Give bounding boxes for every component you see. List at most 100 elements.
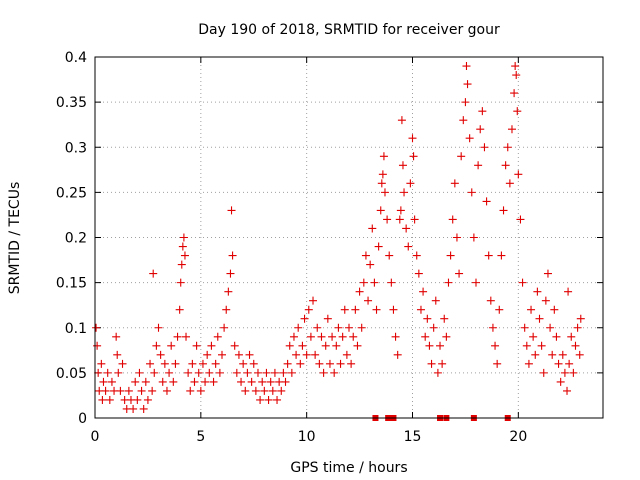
data-point (482, 197, 491, 206)
data-point (376, 206, 385, 215)
data-point (409, 152, 418, 161)
data-point (143, 395, 152, 404)
y-tick-label: 0.3 (65, 140, 87, 156)
plot-frame (94, 56, 604, 419)
data-point (448, 215, 457, 224)
data-point (139, 404, 148, 413)
data-point (287, 368, 296, 377)
data-point (247, 377, 256, 386)
data-point (546, 323, 555, 332)
data-point (533, 287, 542, 296)
data-point (311, 350, 320, 359)
data-point (294, 323, 303, 332)
data-point (347, 359, 356, 368)
data-point (429, 323, 438, 332)
data-point (313, 323, 322, 332)
data-point (325, 359, 334, 368)
data-point (433, 368, 442, 377)
data-point (556, 377, 565, 386)
data-point (486, 296, 495, 305)
data-point (198, 359, 207, 368)
data-point (520, 323, 529, 332)
data-point (205, 368, 214, 377)
data-point (201, 377, 210, 386)
data-point (511, 62, 520, 71)
data-point (459, 116, 468, 125)
data-point (478, 107, 487, 116)
data-point (220, 323, 229, 332)
data-point (129, 404, 138, 413)
data-point (491, 341, 500, 350)
data-point (224, 287, 233, 296)
data-point (279, 368, 288, 377)
data-point (262, 368, 271, 377)
data-point (253, 368, 262, 377)
data-point (368, 224, 377, 233)
data-point (342, 350, 351, 359)
data-point (93, 341, 102, 350)
data-point (576, 314, 585, 323)
data-point (396, 206, 405, 215)
data-point (385, 251, 394, 260)
data-point (400, 188, 409, 197)
data-point (531, 350, 540, 359)
y-tick-label: 0.15 (56, 276, 87, 292)
data-point (116, 386, 125, 395)
data-point (387, 278, 396, 287)
data-point (353, 341, 362, 350)
data-point (529, 332, 538, 341)
data-point (469, 233, 478, 242)
data-point (493, 359, 502, 368)
data-point (465, 134, 474, 143)
data-point (188, 359, 197, 368)
data-point (548, 350, 557, 359)
chart-title: Day 190 of 2018, SRMTID for receiver gou… (198, 22, 500, 38)
data-point (165, 368, 174, 377)
data-point (423, 314, 432, 323)
data-point (234, 350, 243, 359)
data-point (268, 386, 277, 395)
data-point (227, 206, 236, 215)
data-point (260, 386, 269, 395)
data-point (558, 350, 567, 359)
data-point (450, 179, 459, 188)
y-tick-label: 0.1 (65, 321, 87, 337)
data-point (552, 332, 561, 341)
data-point (345, 323, 353, 332)
data-point (258, 377, 267, 386)
data-point (270, 368, 279, 377)
data-point (408, 134, 417, 143)
data-point (444, 278, 453, 287)
data-point (273, 395, 282, 404)
data-point (452, 233, 461, 242)
data-point (243, 368, 252, 377)
data-point (330, 368, 339, 377)
data-point (503, 143, 512, 152)
data-point (315, 359, 324, 368)
data-point (505, 179, 514, 188)
data-point (277, 386, 286, 395)
data-point (103, 368, 112, 377)
data-point (541, 296, 550, 305)
data-point (379, 152, 388, 161)
data-point (467, 188, 476, 197)
data-point (355, 287, 364, 296)
y-tick-label: 0.05 (56, 366, 87, 382)
data-point (249, 359, 258, 368)
data-point (361, 251, 370, 260)
data-point (512, 71, 521, 80)
data-point (575, 350, 584, 359)
data-point (397, 116, 406, 125)
data-point (245, 350, 254, 359)
data-point (402, 224, 411, 233)
data-point (160, 359, 169, 368)
data-point (192, 341, 201, 350)
y-axis-label: SRMTID / TECUs (7, 182, 23, 295)
data-point (302, 350, 311, 359)
data-point (156, 350, 165, 359)
data-point (131, 377, 140, 386)
data-point (372, 305, 381, 314)
data-point (323, 314, 332, 323)
x-axis-label: GPS time / hours (290, 460, 407, 476)
